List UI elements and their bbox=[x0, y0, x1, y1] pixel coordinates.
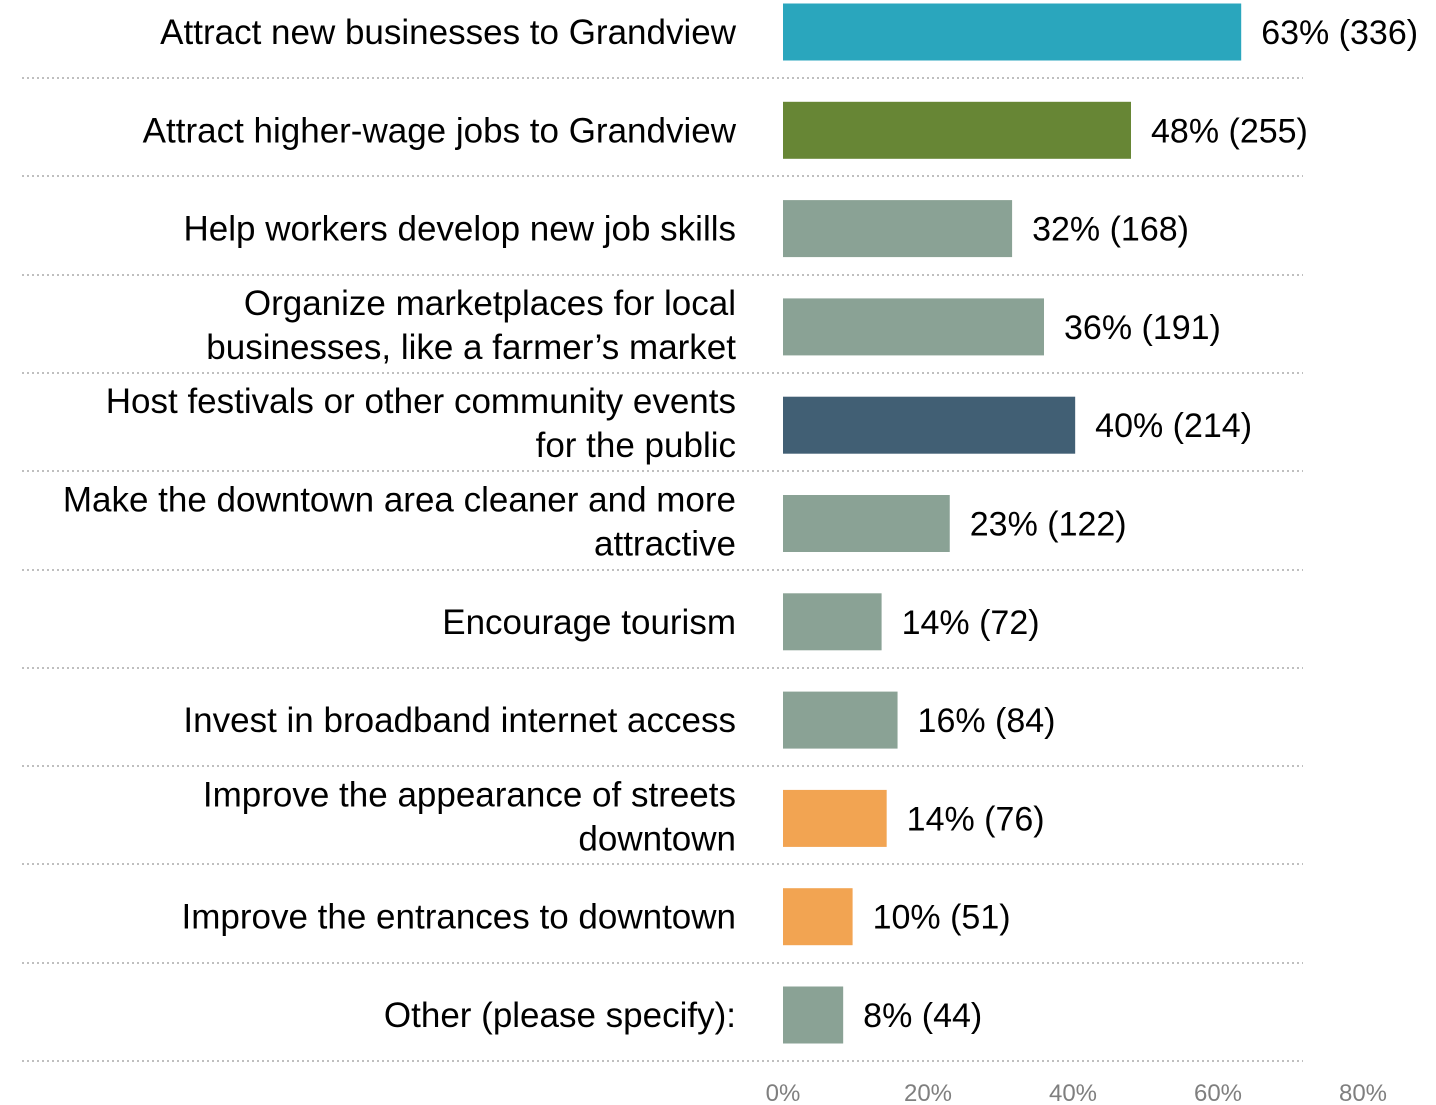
category-label: Help workers develop new job skills bbox=[184, 210, 736, 249]
x-tick-label: 20% bbox=[904, 1080, 952, 1105]
category-label: downtown bbox=[578, 819, 736, 858]
category-label: Attract higher-wage jobs to Grandview bbox=[143, 111, 737, 150]
category-label: Attract new businesses to Grandview bbox=[160, 13, 737, 52]
category-label: Improve the entrances to downtown bbox=[182, 898, 736, 937]
bar bbox=[783, 101, 1131, 159]
row-separators bbox=[22, 77, 1303, 1062]
data-label: 16% (84) bbox=[918, 702, 1056, 740]
category-label: Invest in broadband internet access bbox=[183, 701, 736, 740]
x-tick-label: 0% bbox=[766, 1080, 801, 1105]
bar bbox=[783, 593, 882, 651]
bar bbox=[783, 789, 887, 847]
category-label: attractive bbox=[594, 525, 736, 564]
data-label: 48% (255) bbox=[1151, 112, 1308, 150]
bars-group bbox=[783, 3, 1242, 1044]
bar bbox=[783, 298, 1044, 356]
x-tick-label: 80% bbox=[1339, 1080, 1387, 1105]
bar bbox=[783, 495, 950, 552]
category-label: Organize marketplaces for local bbox=[244, 284, 736, 323]
data-label: 10% (51) bbox=[873, 899, 1011, 937]
bar bbox=[783, 986, 844, 1044]
category-label: for the public bbox=[536, 426, 736, 465]
bar bbox=[783, 888, 853, 946]
data-label: 32% (168) bbox=[1032, 211, 1189, 249]
bar bbox=[783, 200, 1013, 258]
x-tick-label: 60% bbox=[1194, 1080, 1242, 1105]
data-label: 14% (76) bbox=[907, 800, 1045, 838]
data-label: 8% (44) bbox=[863, 997, 982, 1035]
x-tick-label: 40% bbox=[1049, 1080, 1097, 1105]
category-label: Improve the appearance of streets bbox=[203, 775, 736, 814]
category-label: Make the downtown area cleaner and more bbox=[63, 481, 736, 520]
data-label: 23% (122) bbox=[970, 506, 1127, 544]
data-label: 63% (336) bbox=[1261, 14, 1418, 52]
bar bbox=[783, 396, 1076, 454]
value-labels: 63% (336) 48% (255) 32% (168) 36% (191) 40% … bbox=[863, 14, 1418, 1035]
category-labels: Attract new businesses to Grandview Attra… bbox=[63, 13, 737, 1035]
data-label: 40% (214) bbox=[1095, 407, 1252, 445]
bar bbox=[783, 3, 1242, 61]
category-label: Host festivals or other community events bbox=[106, 382, 736, 421]
category-label: Other (please specify): bbox=[384, 996, 736, 1035]
data-label: 14% (72) bbox=[902, 604, 1040, 642]
bar bbox=[783, 691, 898, 749]
category-label: businesses, like a farmer’s market bbox=[206, 328, 736, 367]
data-label: 36% (191) bbox=[1064, 309, 1221, 347]
x-axis-ticks: 0% 20% 40% 60% 80% bbox=[766, 1080, 1387, 1105]
category-label: Encourage tourism bbox=[442, 603, 736, 642]
